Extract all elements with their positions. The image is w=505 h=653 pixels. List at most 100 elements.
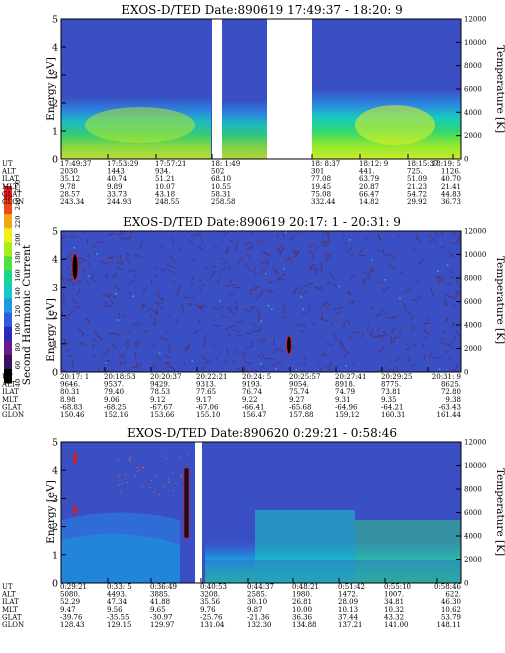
panel-3-band-e: [205, 560, 461, 583]
noise-dot: [437, 271, 439, 273]
y-right-tick-label: 8000: [464, 486, 482, 494]
ephemeris-cell: 161.44: [437, 411, 462, 419]
scatter-dot: [181, 476, 182, 477]
y-right-tick-label: 0: [464, 156, 468, 164]
y-right-tick-label: 10000: [464, 39, 486, 47]
y-right-tick-label: 4000: [464, 322, 482, 330]
noise-dot: [96, 253, 98, 255]
y-right-tick-label: 8000: [464, 275, 482, 283]
noise-stroke: [398, 235, 401, 236]
panel-1-warm-spot: [85, 107, 195, 143]
y-tick-label: 4: [52, 255, 58, 266]
scatter-dot: [151, 480, 152, 481]
ephemeris-row-label: GLON: [2, 621, 24, 629]
scatter-dot: [117, 461, 118, 462]
y-right-tick-label: 10000: [464, 251, 486, 259]
panel-1: EXOS-D/TED Date:890619 17:49:37 - 18:20:…: [1, 3, 505, 206]
panel-3-gap: [195, 442, 202, 583]
panel-3-title: EXOS-D/TED Date:890620 0:29:21 - 0:58:46: [127, 426, 397, 440]
noise-stroke: [83, 267, 84, 273]
noise-dot: [349, 239, 351, 241]
ephemeris-cell: 128.43: [60, 621, 85, 629]
noise-stroke: [366, 235, 367, 240]
colorbar-segment: [4, 242, 12, 257]
ephemeris-cell: 29.92: [407, 198, 427, 206]
y-right-tick-label: 10000: [464, 462, 486, 470]
y-right-tick-label: 6000: [464, 86, 482, 94]
noise-dot: [73, 247, 75, 249]
y-tick-label: 0: [52, 368, 58, 379]
scatter-dot: [169, 482, 170, 483]
noise-dot: [265, 273, 267, 275]
scatter-dot: [119, 476, 120, 477]
scatter-dot: [141, 486, 142, 487]
y-right-tick-label: 4000: [464, 109, 482, 117]
colorbar-segment: [4, 228, 12, 243]
y-right-tick-label: 2000: [464, 132, 482, 140]
ephemeris-cell: 258.58: [211, 198, 236, 206]
y-right-tick-label: 12000: [464, 16, 486, 24]
colorbar-tick-label: 200: [14, 234, 22, 246]
scatter-dot: [137, 470, 138, 471]
panel-3-spike: [184, 468, 189, 538]
scatter-dot: [122, 483, 123, 484]
y-right-tick-label: 8000: [464, 62, 482, 70]
ephemeris-cell: 129.97: [150, 621, 175, 629]
colorbar-segment: [4, 341, 12, 356]
panel-1-title: EXOS-D/TED Date:890619 17:49:37 - 18:20:…: [121, 3, 403, 17]
noise-dot: [117, 319, 119, 321]
noise-stroke: [277, 279, 284, 280]
noise-dot: [296, 369, 298, 371]
scatter-dot: [120, 490, 121, 491]
y-right-tick-label: 2000: [464, 345, 482, 353]
panel-2-background: [61, 231, 461, 372]
noise-stroke: [244, 354, 245, 360]
noise-dot: [283, 268, 285, 270]
ephemeris-cell: 243.34: [60, 198, 85, 206]
scatter-dot: [129, 460, 130, 461]
scatter-dot: [135, 476, 136, 477]
panel-2-ylabel-right: Temperature [K]: [494, 256, 505, 344]
noise-dot: [260, 363, 262, 365]
ephemeris-cell: 248.55: [155, 198, 180, 206]
colorbar-tick-label: 220: [14, 216, 22, 228]
colorbar-segment: [4, 327, 12, 342]
panel-1-band-b: [222, 75, 267, 159]
noise-stroke: [333, 308, 341, 309]
scatter-dot: [126, 482, 127, 483]
panel-1-ylabel-right: Temperature [K]: [494, 45, 505, 133]
panel-3: EXOS-D/TED Date:890620 0:29:21 - 0:58:46…: [1, 426, 505, 629]
scatter-dot: [118, 459, 119, 460]
y-tick-label: 4: [52, 43, 58, 54]
noise-stroke: [260, 326, 261, 331]
noise-dot: [300, 296, 302, 298]
scatter-dot: [169, 481, 170, 482]
colorbar-segment: [4, 285, 12, 300]
noise-stroke: [390, 358, 391, 362]
noise-dot: [302, 308, 304, 310]
y-tick-label: 4: [52, 466, 58, 477]
noise-dot: [371, 259, 373, 261]
scatter-dot: [173, 490, 174, 491]
noise-stroke: [274, 338, 275, 345]
noise-dot: [88, 275, 90, 277]
y-tick-label: 0: [52, 579, 58, 590]
y-tick-label: 1: [52, 550, 58, 561]
colorbar-segment: [4, 299, 12, 314]
noise-dot: [447, 264, 449, 266]
ephemeris-cell: 129.15: [107, 621, 132, 629]
y-right-tick-label: 4000: [464, 533, 482, 541]
y-tick-label: 0: [52, 155, 58, 166]
noise-dot: [219, 300, 221, 302]
noise-dot: [285, 231, 287, 233]
scatter-dot: [188, 455, 189, 456]
y-right-tick-label: 0: [464, 580, 468, 588]
noise-stroke: [275, 363, 282, 364]
y-tick-label: 5: [52, 227, 58, 238]
noise-dot: [105, 362, 107, 364]
y-right-tick-label: 0: [464, 369, 468, 377]
panel-3-band-a-inner: [61, 534, 180, 583]
